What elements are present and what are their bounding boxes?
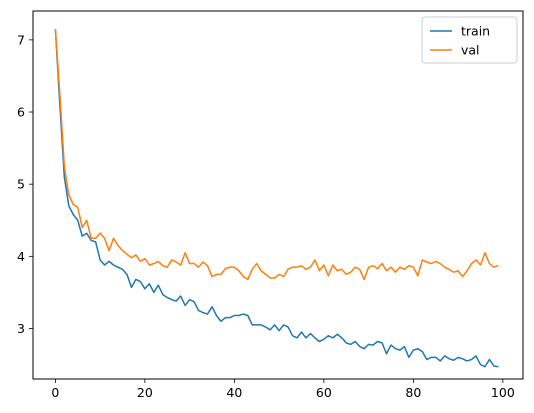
y-tick-label: 3 xyxy=(17,321,25,336)
legend-box xyxy=(421,16,518,64)
legend-label-train: train xyxy=(461,24,490,39)
plot-frame xyxy=(32,10,524,380)
y-tick-label: 7 xyxy=(17,32,25,47)
x-tick-label: 100 xyxy=(491,385,515,400)
y-tick-label: 6 xyxy=(17,105,25,120)
x-axis: 0 20 40 60 80 100 xyxy=(51,379,515,400)
legend: train val xyxy=(421,16,518,64)
y-tick-label: 4 xyxy=(17,249,25,264)
y-tick-label: 5 xyxy=(17,177,25,192)
series-line-val xyxy=(54,28,499,281)
y-axis: 3 4 5 6 7 xyxy=(17,32,33,336)
x-tick-label: 0 xyxy=(51,385,59,400)
x-tick-label: 20 xyxy=(137,385,153,400)
series-line-train xyxy=(54,28,499,368)
x-tick-label: 80 xyxy=(405,385,421,400)
x-tick-label: 60 xyxy=(316,385,332,400)
x-tick-label: 40 xyxy=(226,385,242,400)
legend-label-val: val xyxy=(461,43,480,58)
plot-lines xyxy=(54,28,499,368)
